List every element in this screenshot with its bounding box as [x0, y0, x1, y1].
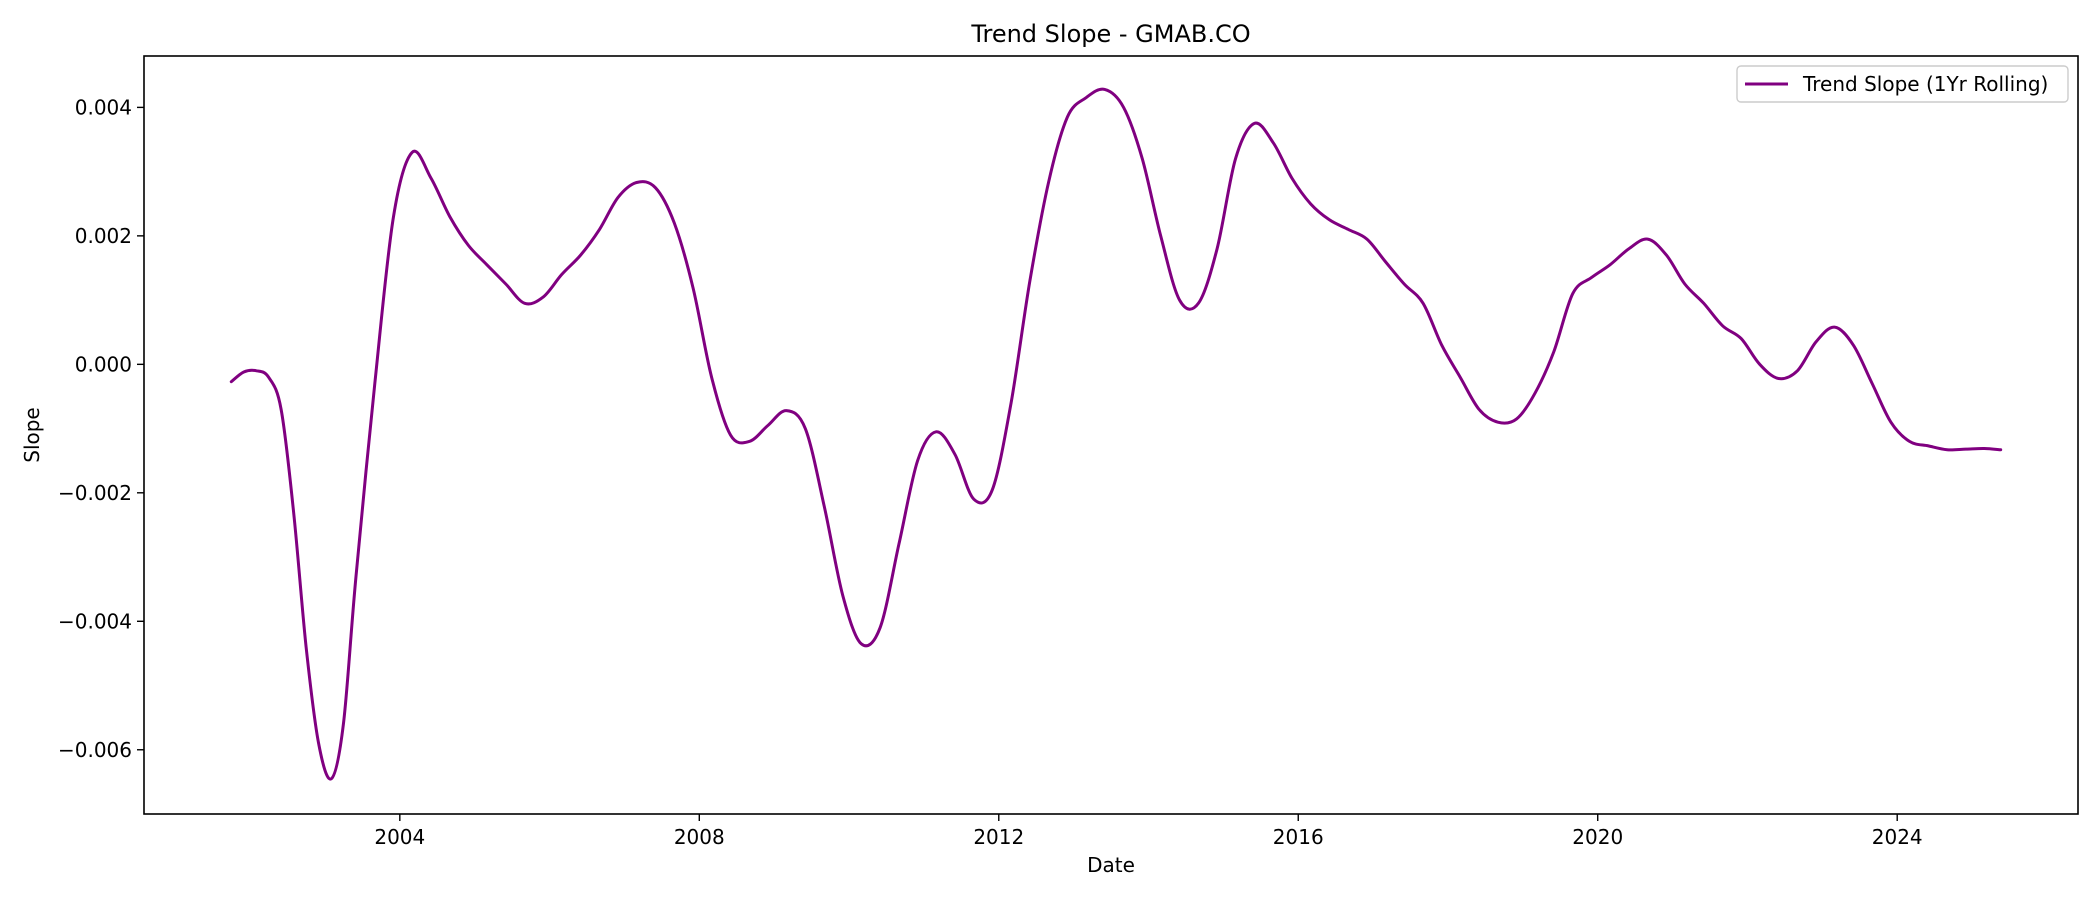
y-tick-label: −0.006: [58, 738, 132, 762]
y-tick-label: 0.004: [75, 95, 132, 119]
y-tick-label: −0.004: [58, 609, 132, 633]
legend-label: Trend Slope (1Yr Rolling): [1802, 72, 2048, 96]
x-tick-label: 2016: [1273, 825, 1324, 849]
x-tick-label: 2020: [1572, 825, 1623, 849]
legend-box: [1736, 65, 2069, 103]
x-axis-title: Date: [1087, 853, 1135, 877]
plot-area: [229, 87, 2003, 781]
y-tick-label: 0.000: [75, 352, 132, 376]
legend: Trend Slope (1Yr Rolling): [1736, 65, 2069, 103]
y-tick-label: 0.002: [75, 224, 132, 248]
x-tick-label: 2004: [374, 825, 425, 849]
x-tick-label: 2012: [973, 825, 1024, 849]
x-axis-ticks: 2004 2008 2012 2016 2020 2024: [374, 814, 1923, 849]
axes-frame: [143, 55, 2079, 815]
chart-title: Trend Slope - GMAB.CO: [970, 20, 1250, 48]
x-tick-label: 2008: [674, 825, 725, 849]
y-axis-title: Slope: [20, 407, 44, 463]
y-axis-ticks: 0.004 0.002 0.000 −0.002 −0.004 −0.006: [58, 95, 144, 762]
y-tick-label: −0.002: [58, 481, 132, 505]
x-tick-label: 2024: [1872, 825, 1923, 849]
trend-slope-line: [229, 87, 2003, 781]
